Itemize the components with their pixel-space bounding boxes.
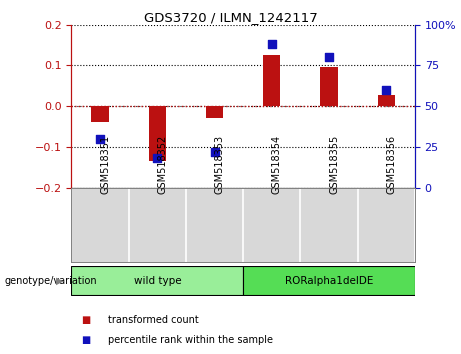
Bar xyxy=(206,106,223,118)
Text: RORalpha1delDE: RORalpha1delDE xyxy=(285,275,373,286)
Point xyxy=(383,87,390,93)
Bar xyxy=(263,55,280,106)
Point xyxy=(154,155,161,161)
Text: ▶: ▶ xyxy=(56,275,64,286)
Point xyxy=(211,149,218,155)
Text: GDS3720 / ILMN_1242117: GDS3720 / ILMN_1242117 xyxy=(144,11,317,24)
Bar xyxy=(243,266,415,295)
Bar xyxy=(320,67,337,106)
Text: GSM518351: GSM518351 xyxy=(100,135,110,194)
Point xyxy=(268,41,276,47)
Text: ■: ■ xyxy=(81,315,90,325)
Text: wild type: wild type xyxy=(134,275,181,286)
Text: GSM518353: GSM518353 xyxy=(214,135,225,194)
Bar xyxy=(71,266,243,295)
Text: ■: ■ xyxy=(81,335,90,345)
Bar xyxy=(149,106,166,161)
Text: GSM518354: GSM518354 xyxy=(272,135,282,194)
Bar xyxy=(378,95,395,106)
Text: genotype/variation: genotype/variation xyxy=(5,275,97,286)
Point xyxy=(325,55,333,60)
Bar xyxy=(91,106,109,122)
Text: GSM518352: GSM518352 xyxy=(157,134,167,194)
Text: percentile rank within the sample: percentile rank within the sample xyxy=(108,335,273,345)
Point xyxy=(96,136,104,142)
Text: GSM518356: GSM518356 xyxy=(386,135,396,194)
Text: transformed count: transformed count xyxy=(108,315,199,325)
Text: GSM518355: GSM518355 xyxy=(329,134,339,194)
